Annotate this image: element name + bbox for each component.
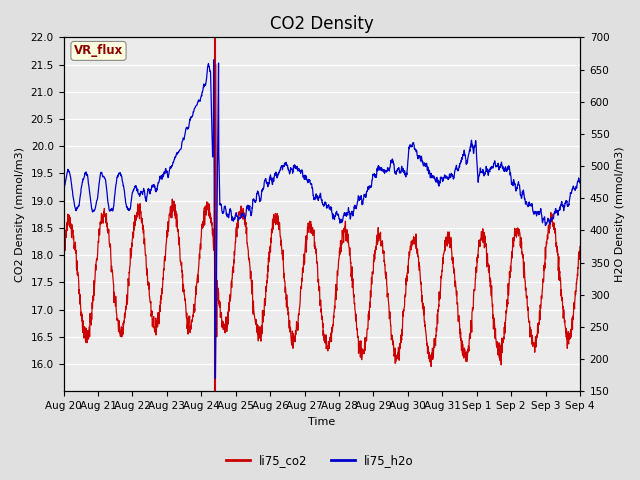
li75_h2o [561,201,569,206]
li75_co2 [86,321,93,326]
X-axis label: Time: Time [308,417,335,427]
li75_h2o [311,194,319,200]
Y-axis label: CO2 Density (mmol/m3): CO2 Density (mmol/m3) [15,147,25,282]
li75_co2 [467,318,474,324]
Legend: li75_co2, li75_h2o: li75_co2, li75_h2o [221,449,419,472]
Y-axis label: H2O Density (mmol/m3): H2O Density (mmol/m3) [615,146,625,282]
li75_co2 [562,325,570,331]
li75_co2 [298,283,305,289]
li75_co2 [428,364,435,370]
li75_h2o [298,168,305,174]
li75_h2o [86,192,93,197]
li75_h2o [60,186,67,192]
li75_co2 [212,62,220,68]
li75_h2o [576,179,584,185]
li75_h2o [467,143,474,148]
Line: li75_h2o: li75_h2o [63,60,580,378]
li75_co2 [60,255,67,261]
Title: CO2 Density: CO2 Density [270,15,374,33]
Text: VR_flux: VR_flux [74,45,123,58]
li75_co2 [311,246,319,252]
Line: li75_co2: li75_co2 [63,65,580,367]
li75_h2o [211,375,219,381]
li75_co2 [576,244,584,250]
li75_h2o [210,57,218,63]
li75_h2o [562,199,570,205]
li75_co2 [561,324,569,329]
